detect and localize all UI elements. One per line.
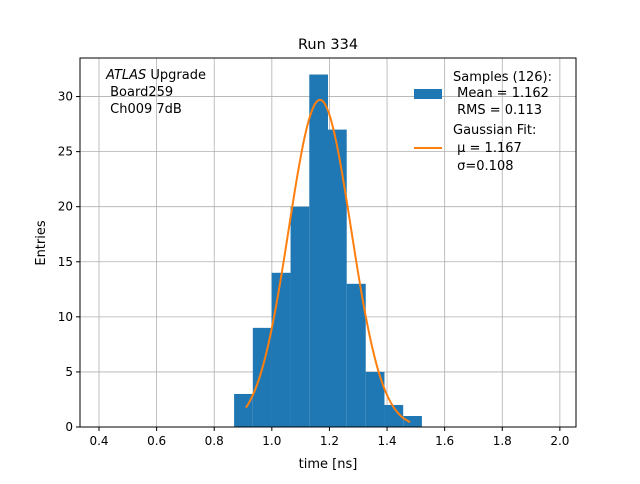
y-ticks: 0 5 10 15 20 25 30: [58, 90, 80, 434]
histogram-bar: [271, 272, 291, 427]
y-tick-label: 5: [65, 365, 73, 379]
legend-samples-title: Samples (126):: [453, 70, 552, 85]
svg-text:ATLAS Upgrade: ATLAS Upgrade: [105, 68, 206, 83]
annotation-board: Board259: [106, 85, 173, 100]
x-tick-label: 1.4: [378, 434, 397, 448]
atlas-annotation: ATLAS Upgrade Board259 Ch009 7dB: [105, 68, 206, 117]
histogram-bar: [365, 371, 385, 427]
axes-frame: [79, 57, 577, 428]
x-tick-label: 0.6: [147, 434, 166, 448]
histogram-bar: [309, 74, 328, 427]
annotation-upgrade: Upgrade: [146, 68, 206, 83]
y-tick-label: 0: [65, 420, 73, 434]
legend-fit-sigma: σ=0.108: [453, 159, 513, 174]
legend-samples-patch: [414, 89, 442, 99]
histogram-bar: [328, 129, 347, 427]
x-tick-label: 1.8: [493, 434, 512, 448]
chart-title: Run 334: [298, 37, 358, 53]
x-tick-label: 0.4: [89, 434, 108, 448]
legend-samples-rms: RMS = 0.113: [453, 103, 542, 118]
histogram-bar: [403, 415, 422, 427]
x-tick-label: 1.0: [262, 434, 281, 448]
histogram-bar: [384, 404, 404, 427]
y-axis-label: Entries: [34, 220, 49, 266]
y-tick-label: 15: [58, 255, 73, 269]
histogram-bars: [234, 74, 422, 427]
y-tick-label: 20: [58, 200, 73, 214]
legend-fit-title: Gaussian Fit:: [453, 123, 536, 138]
x-tick-label: 1.2: [320, 434, 339, 448]
y-tick-label: 25: [58, 145, 73, 159]
x-tick-label: 1.6: [435, 434, 454, 448]
x-axis-label: time [ns]: [299, 457, 358, 472]
y-tick-label: 10: [58, 310, 73, 324]
histogram-bar: [290, 206, 310, 427]
x-tick-label: 0.8: [205, 434, 224, 448]
x-ticks: 0.4 0.6 0.8 1.0 1.2 1.4 1.6 1.8 2.0: [89, 427, 569, 448]
histogram-bar: [346, 283, 366, 427]
legend: Samples (126): Mean = 1.162 RMS = 0.113 …: [414, 70, 552, 174]
x-tick-label: 2.0: [550, 434, 569, 448]
y-tick-label: 30: [58, 90, 73, 104]
gaussian-fit-line: [245, 98, 411, 423]
legend-samples-mean: Mean = 1.162: [453, 86, 549, 101]
legend-fit-mu: μ = 1.167: [453, 141, 522, 156]
annotation-atlas: ATLAS: [105, 68, 146, 83]
annotation-channel: Ch009 7dB: [106, 102, 182, 117]
